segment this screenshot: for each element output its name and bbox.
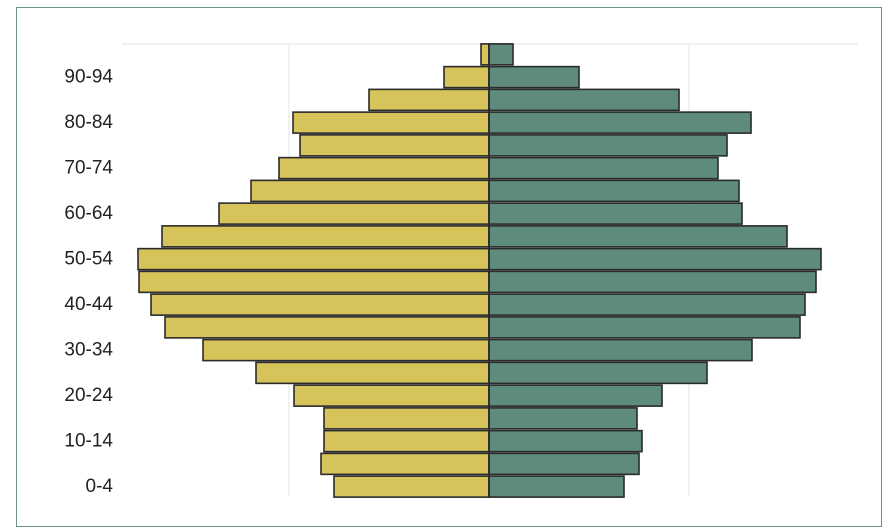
right-bar-40-44 bbox=[488, 293, 806, 316]
left-bar-90-94 bbox=[443, 65, 490, 89]
right-bar-35-39 bbox=[488, 316, 801, 339]
y-tick-label: 80-84 bbox=[64, 112, 113, 133]
right-bar-15-19 bbox=[488, 407, 638, 430]
y-tick-label: 20-24 bbox=[64, 385, 113, 406]
right-bar-45-49 bbox=[488, 270, 817, 294]
y-tick-label: 40-44 bbox=[64, 294, 113, 315]
bars bbox=[137, 43, 822, 498]
left-bar-85-89 bbox=[368, 88, 490, 112]
right-bar-30-34 bbox=[488, 338, 753, 362]
left-bar-30-34 bbox=[202, 338, 490, 362]
right-bar-0-4 bbox=[488, 475, 625, 498]
left-bar-15-19 bbox=[323, 407, 490, 430]
right-bar-75-79 bbox=[488, 134, 728, 157]
right-bar-10-14 bbox=[488, 429, 643, 453]
y-tick-labels: 0-4 10-14 20-24 30-34 40-44 50-54 60-64 70-74 80… bbox=[64, 67, 113, 498]
left-bar-5-9 bbox=[320, 452, 490, 476]
right-bar-95+ bbox=[488, 43, 514, 66]
right-bar-50-54 bbox=[488, 247, 822, 271]
y-tick-label: 50-54 bbox=[64, 249, 113, 270]
left-bar-65-69 bbox=[250, 179, 490, 203]
left-bar-60-64 bbox=[218, 202, 490, 225]
left-bar-80-84 bbox=[292, 111, 490, 134]
right-bar-55-59 bbox=[488, 225, 788, 248]
right-bar-20-24 bbox=[488, 384, 663, 407]
right-bar-25-29 bbox=[488, 361, 708, 385]
right-bar-85-89 bbox=[488, 88, 680, 112]
left-bar-70-74 bbox=[278, 156, 490, 180]
right-bar-5-9 bbox=[488, 452, 640, 476]
left-bar-75-79 bbox=[299, 134, 490, 157]
left-bar-55-59 bbox=[161, 225, 490, 248]
right-bar-90-94 bbox=[488, 65, 580, 89]
left-bar-40-44 bbox=[150, 293, 490, 316]
left-bar-20-24 bbox=[293, 384, 490, 407]
left-bar-10-14 bbox=[323, 429, 490, 453]
left-bar-45-49 bbox=[138, 270, 490, 294]
left-bar-35-39 bbox=[164, 316, 490, 339]
right-bar-70-74 bbox=[488, 156, 719, 180]
left-bar-50-54 bbox=[137, 247, 490, 271]
y-tick-label: 0-4 bbox=[86, 476, 114, 497]
y-tick-label: 90-94 bbox=[64, 67, 113, 88]
left-bar-95+ bbox=[480, 43, 490, 66]
right-bar-65-69 bbox=[488, 179, 740, 203]
y-tick-label: 70-74 bbox=[64, 158, 113, 179]
y-tick-label: 60-64 bbox=[64, 203, 113, 224]
left-bar-25-29 bbox=[255, 361, 490, 385]
right-bar-80-84 bbox=[488, 111, 752, 134]
right-bar-60-64 bbox=[488, 202, 743, 225]
left-bar-0-4 bbox=[333, 475, 490, 498]
y-tick-label: 10-14 bbox=[64, 431, 113, 452]
y-tick-label: 30-34 bbox=[64, 340, 113, 361]
